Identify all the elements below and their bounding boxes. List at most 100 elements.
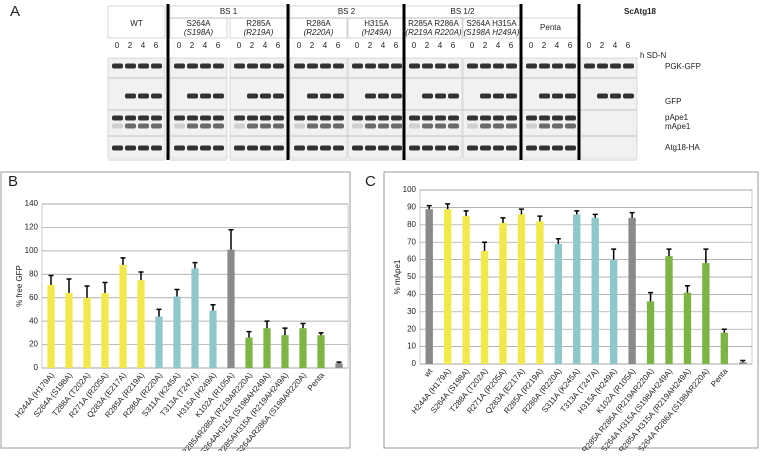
blot-band: [480, 145, 491, 151]
lane-label: 0: [529, 41, 534, 50]
blot-band: [448, 115, 459, 121]
blot-band: [365, 145, 376, 151]
error-bar: [228, 229, 234, 250]
error-bar: [684, 284, 690, 293]
bar: [609, 259, 618, 364]
blot-band: [187, 63, 198, 69]
blot-band: [112, 115, 123, 121]
blot-band: [320, 123, 331, 129]
blot-band: [435, 123, 446, 129]
blot-band: [174, 63, 185, 69]
blot-band: [409, 63, 420, 69]
group-label: R285A: [246, 19, 271, 28]
lane-label: 4: [613, 41, 618, 50]
band-label: GFP: [665, 97, 681, 106]
blot-band: [480, 63, 491, 69]
blot-band: [539, 93, 550, 99]
blot-band: [422, 115, 433, 121]
error-bar: [102, 281, 108, 294]
blot-band: [365, 123, 376, 129]
y-tick-label: 80: [29, 269, 38, 278]
blot-band: [597, 93, 608, 99]
blot-band: [480, 93, 491, 99]
y-tick-label: 100: [403, 185, 417, 194]
error-bar: [48, 274, 54, 285]
species-label: ScAtg18: [624, 7, 657, 16]
blot-band: [467, 115, 478, 121]
blot-band: [174, 123, 185, 129]
blot-band: [539, 115, 550, 121]
blot-band: [526, 145, 537, 151]
blot-band: [435, 115, 446, 121]
blot-band: [448, 145, 459, 151]
blot-band: [234, 123, 245, 129]
y-tick-label: 30: [407, 307, 416, 316]
y-tick-label: 20: [29, 340, 38, 349]
blot-band: [448, 93, 459, 99]
lane-label: 2: [250, 41, 255, 50]
band-label: PGK-GFP: [665, 62, 701, 71]
blot-band: [320, 145, 331, 151]
blot-band: [294, 63, 305, 69]
error-bar: [156, 308, 162, 317]
blot-band: [552, 115, 563, 121]
band-label: Atg18-HA: [665, 143, 700, 152]
bar: [665, 256, 673, 364]
group-label: S264A H315A: [466, 19, 517, 28]
error-bar: [138, 271, 144, 281]
blot-band: [378, 115, 389, 121]
bar: [281, 335, 289, 368]
section-label: BS 1: [220, 7, 238, 16]
blot-band: [610, 63, 621, 69]
lane-label: 6: [626, 41, 631, 50]
y-tick-label: 70: [407, 237, 416, 246]
blot-strip: [404, 57, 463, 159]
blot-band: [435, 63, 446, 69]
blot-band: [623, 63, 634, 69]
y-tick-label: 90: [407, 203, 416, 212]
panel-frame: [0, 171, 351, 449]
y-tick-label: 40: [407, 290, 416, 299]
lane-label: 2: [542, 41, 547, 50]
bar: [536, 221, 544, 364]
bar: [591, 217, 599, 364]
x-tick-label: Penta: [306, 370, 327, 392]
bar: [702, 263, 710, 364]
blot-band: [506, 145, 517, 151]
bar: [47, 284, 55, 368]
lane-label: 4: [496, 41, 501, 50]
blot-band: [539, 63, 550, 69]
lane-label: 6: [216, 41, 221, 50]
y-axis-label: % free GFP: [15, 265, 24, 307]
blot-band: [409, 145, 420, 151]
blot-band: [378, 123, 389, 129]
lane-label: 2: [128, 41, 133, 50]
y-tick-label: 140: [25, 199, 39, 208]
bar: [245, 337, 253, 368]
blot-band: [213, 123, 224, 129]
blot-band: [352, 145, 363, 151]
bar: [739, 362, 747, 364]
error-bar: [246, 330, 252, 338]
blot-strip: [169, 57, 228, 159]
lane-label: 2: [483, 41, 488, 50]
blot-band: [320, 93, 331, 99]
lane-label: 0: [470, 41, 475, 50]
error-bar: [426, 204, 432, 210]
lane-label: 2: [600, 41, 605, 50]
blot-band: [378, 63, 389, 69]
blot-band: [422, 63, 433, 69]
blot-band: [352, 123, 363, 129]
blot-band: [273, 63, 284, 69]
group-sublabel: (R220A): [304, 28, 334, 37]
blot-band: [435, 145, 446, 151]
lane-label: 0: [297, 41, 302, 50]
group-label: R286A: [306, 19, 331, 28]
blot-band: [151, 115, 162, 121]
group-label: WT: [130, 19, 143, 28]
bar: [227, 249, 235, 368]
lane-label: 6: [568, 41, 573, 50]
lane-label: 0: [115, 41, 120, 50]
lane-label: 0: [355, 41, 360, 50]
blot-band: [565, 115, 576, 121]
